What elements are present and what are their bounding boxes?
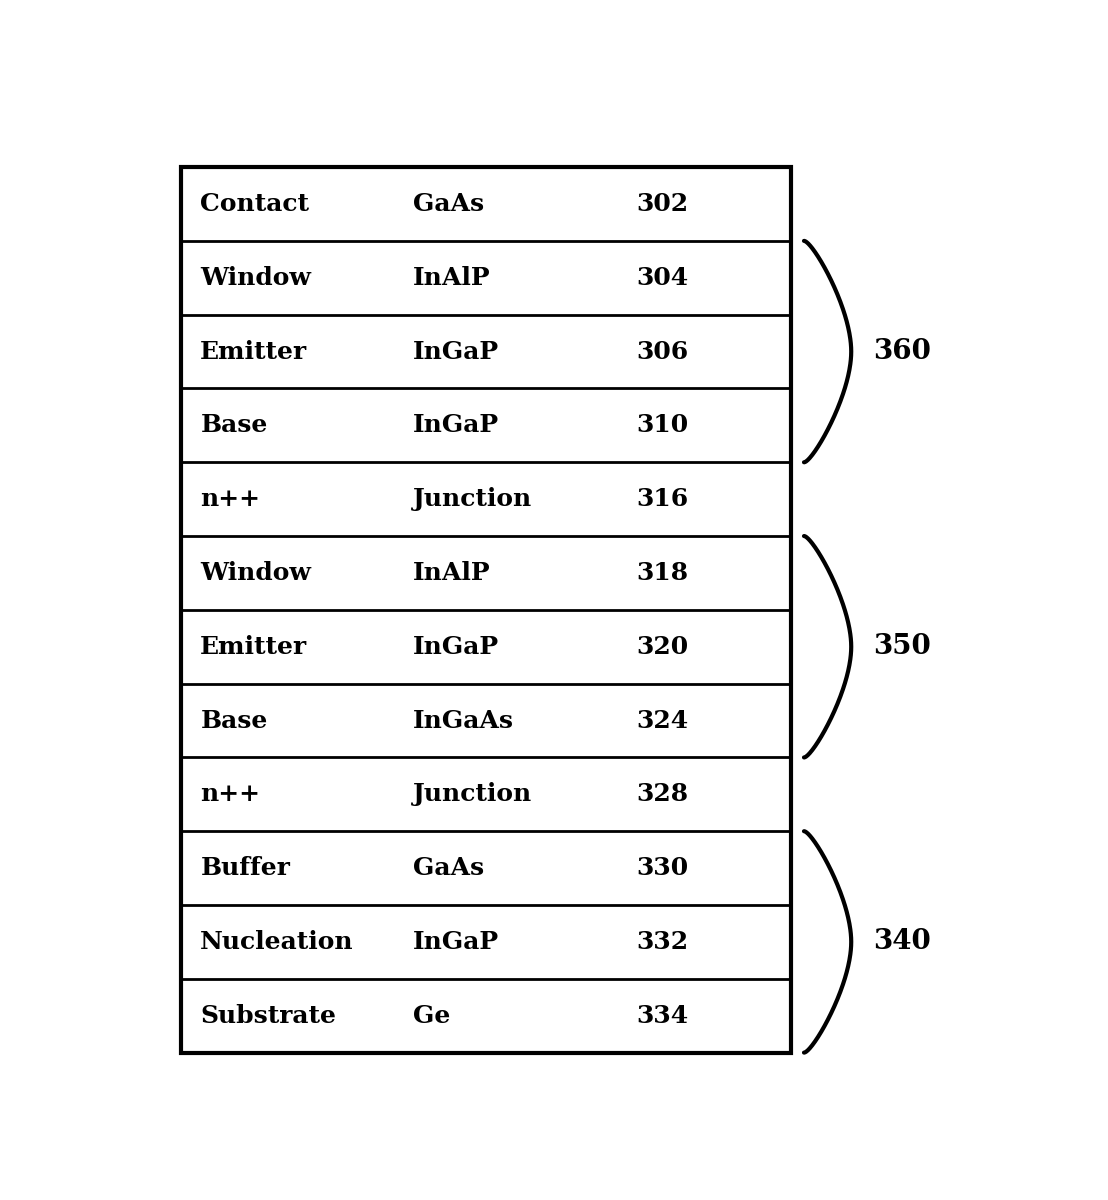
Text: 340: 340	[873, 929, 931, 955]
Text: 320: 320	[636, 635, 689, 659]
Text: 350: 350	[873, 634, 931, 660]
Text: InGaP: InGaP	[413, 635, 500, 659]
Text: InGaP: InGaP	[413, 340, 500, 364]
Text: 330: 330	[636, 856, 689, 880]
Text: Window: Window	[201, 265, 311, 289]
Text: 332: 332	[636, 930, 689, 954]
Text: 318: 318	[636, 560, 689, 584]
Text: Ge: Ge	[413, 1003, 451, 1027]
Text: 306: 306	[636, 340, 689, 364]
Text: Emitter: Emitter	[201, 635, 307, 659]
Text: Junction: Junction	[413, 782, 533, 806]
Text: 316: 316	[636, 487, 689, 511]
Text: 328: 328	[636, 782, 689, 806]
Text: 310: 310	[636, 413, 689, 437]
Bar	[182, 167, 791, 1052]
Text: GaAs: GaAs	[413, 856, 484, 880]
Text: Base: Base	[201, 413, 268, 437]
Text: InAlP: InAlP	[413, 560, 491, 584]
Text: Window: Window	[201, 560, 311, 584]
Text: Substrate: Substrate	[201, 1003, 337, 1027]
Text: 360: 360	[873, 338, 931, 365]
Text: n++: n++	[201, 487, 260, 511]
Text: InGaAs: InGaAs	[413, 708, 514, 732]
Text: 302: 302	[636, 192, 689, 216]
Text: InGaP: InGaP	[413, 413, 500, 437]
Text: Base: Base	[201, 708, 268, 732]
Text: 324: 324	[636, 708, 689, 732]
Text: GaAs: GaAs	[413, 192, 484, 216]
Text: Junction: Junction	[413, 487, 533, 511]
Text: Nucleation: Nucleation	[201, 930, 353, 954]
Text: InAlP: InAlP	[413, 265, 491, 289]
Text: 304: 304	[636, 265, 689, 289]
Text: Buffer: Buffer	[201, 856, 290, 880]
Text: n++: n++	[201, 782, 260, 806]
Text: 334: 334	[636, 1003, 689, 1027]
Text: Contact: Contact	[201, 192, 309, 216]
Text: Emitter: Emitter	[201, 340, 307, 364]
Text: InGaP: InGaP	[413, 930, 500, 954]
